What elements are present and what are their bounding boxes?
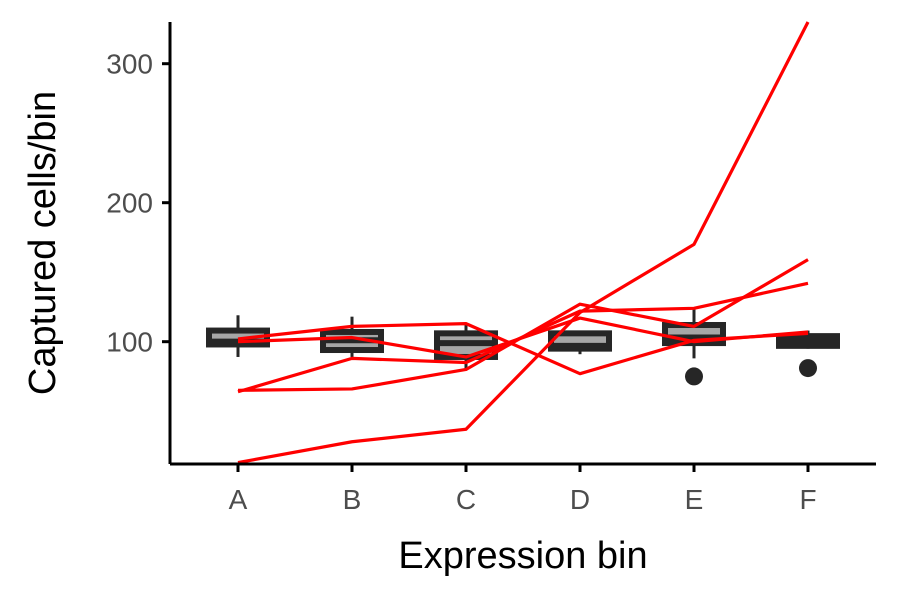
x-axis-title: Expression bin [398, 535, 647, 577]
x-tick-label: D [570, 484, 590, 515]
x-tick-label: F [799, 484, 816, 515]
outlier-point [685, 367, 703, 386]
axes-layer [168, 22, 876, 466]
x-tick-label: B [343, 484, 362, 515]
x-tick-label: E [685, 484, 704, 515]
ticks-layer: 100 200 300 A B C D E F [106, 49, 816, 515]
series-line-1 [237, 21, 810, 465]
y-tick-label: 100 [106, 327, 153, 358]
y-tick-label: 300 [106, 49, 153, 80]
x-tick-label: A [229, 484, 248, 515]
box-F [776, 330, 840, 378]
x-tick-label: C [456, 484, 476, 515]
series-lines-layer [237, 21, 810, 465]
y-tick-label: 200 [106, 188, 153, 219]
y-axis-title: Captured cells/bin [22, 91, 64, 395]
series-line-5 [237, 322, 809, 376]
outlier-point [799, 359, 817, 378]
